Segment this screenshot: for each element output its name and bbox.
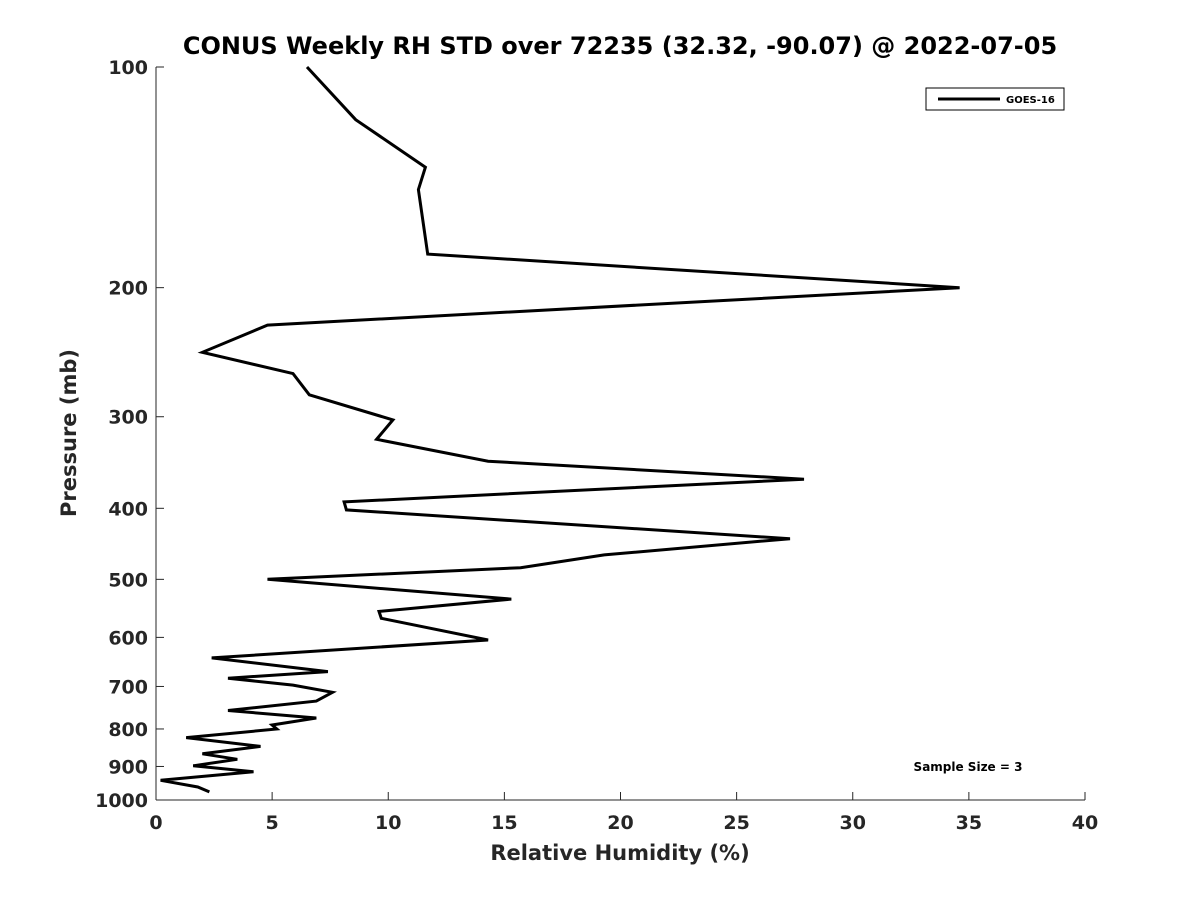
x-ticks: 0 5 10 15 20 25 30 35 40: [149, 792, 1098, 834]
plot-area: [155, 67, 1085, 801]
y-tick-label: 500: [108, 569, 148, 591]
y-tick-label: 200: [108, 278, 148, 300]
x-tick-label: 10: [375, 812, 401, 834]
sample-size-annotation: Sample Size = 3: [914, 760, 1023, 774]
y-tick-label: 300: [108, 407, 148, 429]
chart-title: CONUS Weekly RH STD over 72235 (32.32, -…: [183, 32, 1057, 60]
y-tick-label: 400: [108, 498, 148, 520]
y-ticks: 100 200 300 400 500 600 700 800 900 1000: [95, 57, 164, 812]
x-tick-label: 25: [723, 812, 749, 834]
y-tick-label: 100: [108, 57, 148, 79]
series-group: [160, 65, 960, 794]
x-tick-label: 20: [607, 812, 633, 834]
x-tick-label: 0: [149, 812, 162, 834]
y-tick-label: 600: [108, 627, 148, 649]
series-line-goes-16: [160, 65, 960, 794]
x-tick-label: 5: [266, 812, 279, 834]
x-tick-label: 40: [1072, 812, 1098, 834]
x-axis-label: Relative Humidity (%): [490, 841, 749, 865]
y-tick-label: 1000: [95, 790, 148, 812]
x-tick-label: 35: [956, 812, 982, 834]
y-tick-label: 700: [108, 676, 148, 698]
x-tick-label: 30: [840, 812, 866, 834]
legend-label-goes-16: GOES-16: [1006, 95, 1055, 106]
y-axis-label: Pressure (mb): [57, 349, 81, 517]
y-tick-label: 800: [108, 719, 148, 741]
y-tick-label: 900: [108, 756, 148, 778]
legend: GOES-16: [925, 87, 1065, 111]
x-tick-label: 15: [491, 812, 517, 834]
